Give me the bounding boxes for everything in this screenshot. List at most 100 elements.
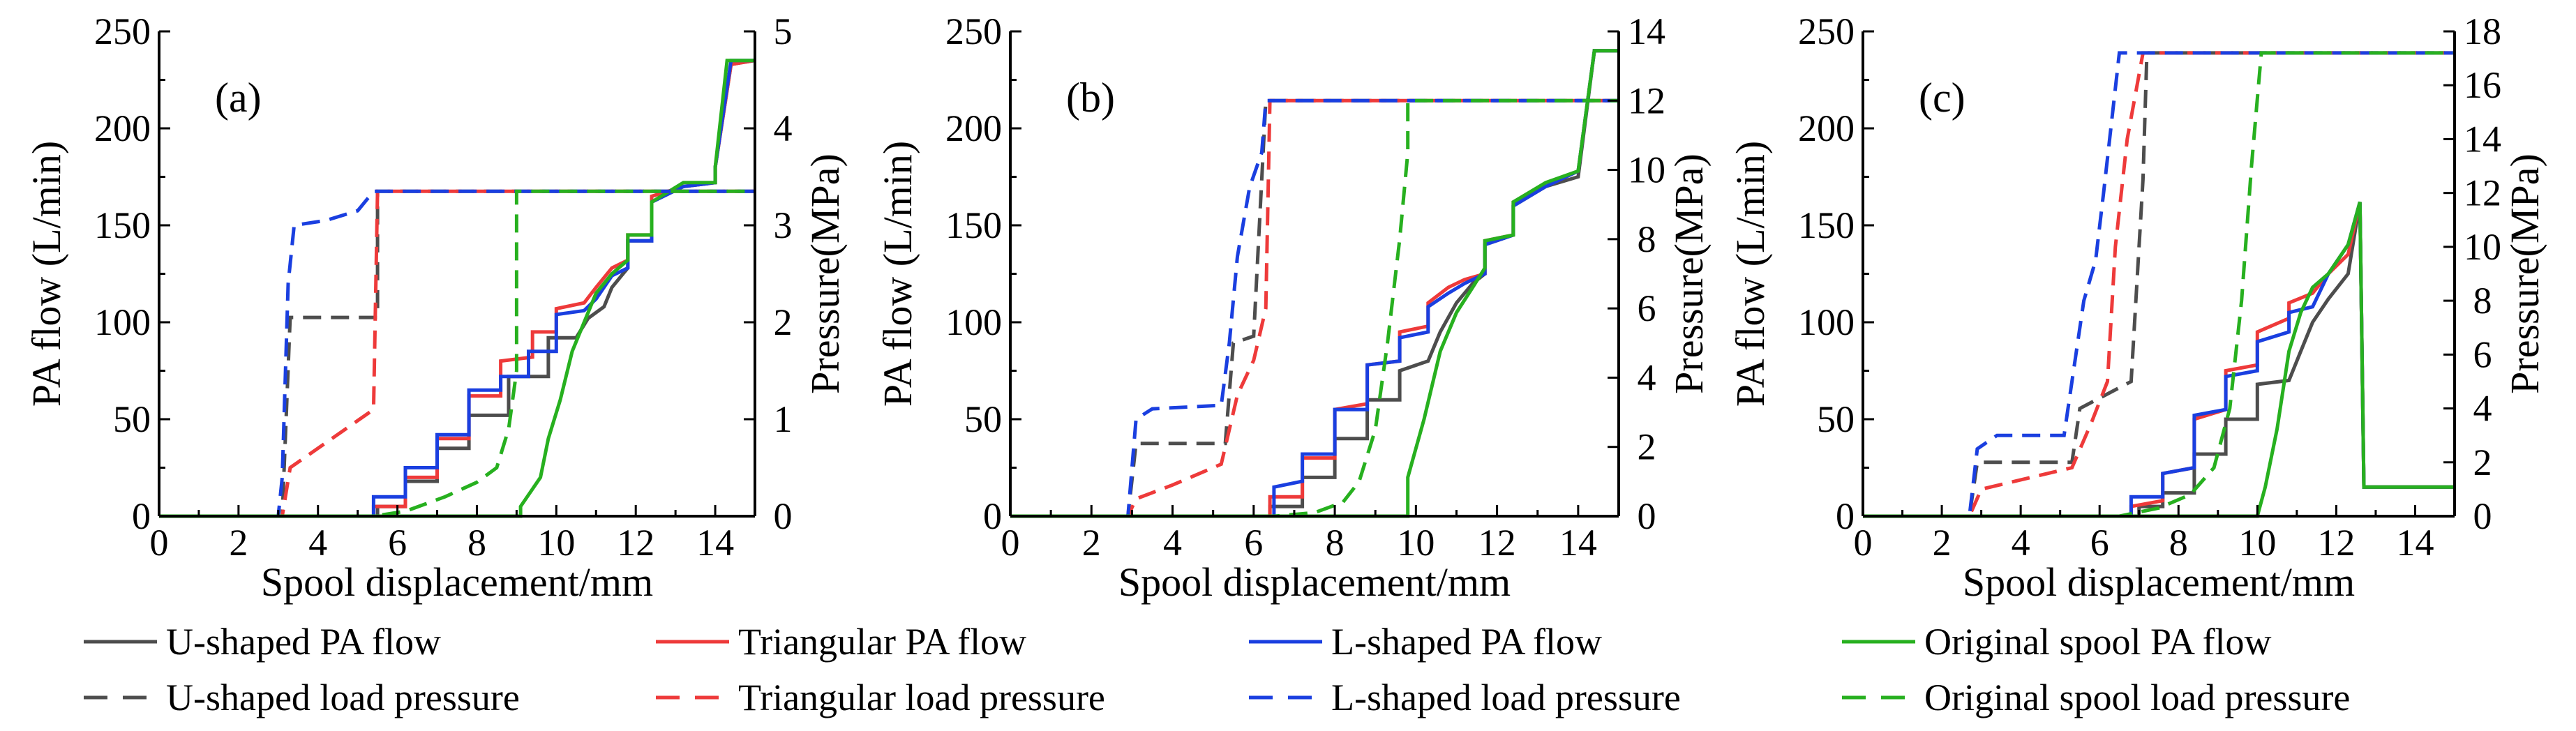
y2-tick-label: 2 [1638,426,1656,468]
x-axis-title: Spool displacement/mm [1118,559,1511,605]
y2-tick-label: 3 [774,204,793,246]
legend-label: L-shaped load pressure [1331,677,1681,718]
y2-axis-title: Pressure(MPa) [2502,153,2547,394]
series-line-original-spool-pa-flow [1863,201,2455,518]
y2-tick-label: 4 [2473,388,2492,430]
y2-tick-label: 8 [1638,218,1656,260]
x-tick-label: 8 [467,522,486,564]
panel-label: (b) [1066,75,1115,121]
x-axis-title: Spool displacement/mm [261,559,653,605]
chart-panel-3: 0 2 4 6 8 10 12 14 0 50 100 150 200 250 0 2 4 6 8 10 12 14 16 1… [1728,10,2547,605]
series-line-l-shaped-load-pressure [1863,51,2455,518]
series-line-l-shaped-pa-flow [1863,201,2455,518]
x-tick-label: 10 [537,522,575,564]
y-tick-label: 0 [983,495,1002,537]
x-tick-label: 0 [1854,522,1873,564]
series-line-l-shaped-pa-flow [1010,49,1619,518]
series-line-l-shaped-load-pressure [159,189,755,518]
y2-tick-label: 12 [2464,172,2501,214]
y-tick-label: 150 [945,204,1002,246]
x-tick-label: 6 [388,522,407,564]
y-axis-title: PA flow (L/min) [875,141,920,407]
x-tick-label: 4 [1163,522,1182,564]
y2-tick-label: 6 [1638,287,1656,329]
x-tick-label: 12 [617,522,654,564]
y-tick-label: 0 [132,495,151,537]
x-tick-label: 2 [229,522,248,564]
y-tick-label: 200 [94,107,151,149]
series-line-u-shaped-load-pressure [159,189,755,518]
series-line-l-shaped-load-pressure [1010,98,1619,518]
legend: U-shaped PA flow Triangular PA flow L-shap… [84,621,2350,718]
x-tick-label: 12 [1478,522,1516,564]
x-tick-label: 2 [1082,522,1101,564]
y-tick-label: 100 [945,301,1002,343]
y2-tick-label: 10 [2464,226,2501,268]
series-line-original-spool-pa-flow [159,59,755,518]
panel-label: (a) [215,75,262,121]
y-tick-label: 200 [1798,107,1855,149]
y2-tick-label: 2 [2473,442,2492,483]
y2-tick-label: 0 [2473,495,2492,537]
series-line-u-shaped-pa-flow [1863,202,2455,518]
y2-tick-label: 2 [774,301,793,343]
y-tick-label: 200 [945,107,1002,149]
y2-tick-label: 14 [2464,118,2501,160]
x-tick-label: 10 [1397,522,1435,564]
y2-tick-label: 0 [1638,495,1656,537]
series-line-original-spool-pa-flow [1010,49,1619,518]
y2-tick-label: 5 [774,10,793,52]
y2-tick-label: 10 [1628,149,1665,191]
series-line-triangular-load-pressure [1863,51,2455,518]
y2-axis-title: Pressure(MPa) [1666,153,1712,394]
series-line-original-spool-load-pressure [1863,51,2455,518]
y2-tick-label: 4 [774,107,793,149]
y-axis-title: PA flow (L/min) [1728,141,1773,407]
x-tick-label: 8 [1326,522,1345,564]
y2-tick-label: 0 [774,495,793,537]
series-line-u-shaped-pa-flow [159,59,756,518]
y2-tick-label: 8 [2473,280,2492,322]
y2-tick-label: 6 [2473,333,2492,375]
x-tick-label: 12 [2317,522,2355,564]
series-line-original-spool-load-pressure [159,189,755,518]
y2-axis-title: Pressure(MPa) [802,153,848,394]
legend-label: Original spool PA flow [1924,621,2272,663]
y2-tick-label: 18 [2464,10,2501,52]
y-tick-label: 150 [94,204,151,246]
panel-label: (c) [1919,75,1965,121]
y-tick-label: 250 [94,10,151,52]
legend-label: U-shaped PA flow [166,621,441,663]
x-tick-label: 6 [2090,522,2109,564]
legend-label: Triangular PA flow [738,621,1026,663]
x-tick-label: 4 [2012,522,2030,564]
y-tick-label: 50 [964,398,1002,440]
y-tick-label: 50 [113,398,151,440]
legend-label: Triangular load pressure [738,677,1105,718]
y-tick-label: 0 [1836,495,1855,537]
x-tick-label: 8 [2169,522,2188,564]
x-tick-label: 4 [308,522,327,564]
x-tick-label: 6 [1244,522,1263,564]
legend-label: L-shaped PA flow [1331,621,1602,663]
y-tick-label: 250 [945,10,1002,52]
y2-tick-label: 4 [1638,356,1656,398]
series-line-original-spool-load-pressure [1010,98,1619,518]
y2-tick-label: 14 [1628,10,1665,52]
y-axis-title: PA flow (L/min) [24,141,69,407]
y2-tick-label: 16 [2464,64,2501,106]
legend-label: Original spool load pressure [1924,677,2350,718]
y-tick-label: 100 [94,301,151,343]
legend-label: U-shaped load pressure [166,677,520,718]
x-tick-label: 14 [1559,522,1597,564]
x-tick-label: 2 [1933,522,1952,564]
x-tick-label: 14 [696,522,734,564]
x-tick-label: 0 [1001,522,1020,564]
series-line-u-shaped-load-pressure [1863,51,2455,518]
chart-panel-2: 0 2 4 6 8 10 12 14 0 50 100 150 200 250 0 2 4 6 8 10 12 14 PA … [875,10,1712,605]
x-tick-label: 0 [150,522,169,564]
y-tick-label: 250 [1798,10,1855,52]
y-tick-label: 150 [1798,204,1855,246]
